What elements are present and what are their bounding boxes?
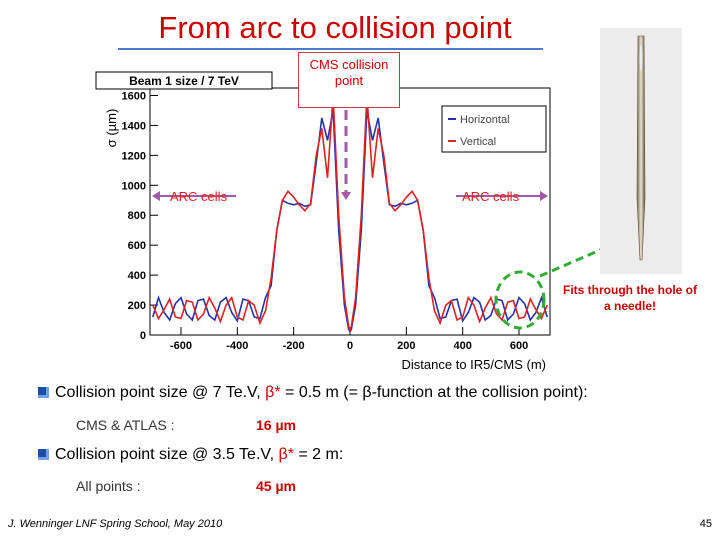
legend-entry: Horizontal xyxy=(460,114,510,126)
bullet-text: Collision point size @ 3.5 Te.V, xyxy=(55,446,279,463)
bullet-text: = 0.5 m (= xyxy=(280,384,363,401)
x-tick-label: 200 xyxy=(397,340,415,352)
bullet-square-icon xyxy=(38,387,49,398)
needle-note: Fits through the hole of a needle! xyxy=(563,283,697,313)
cms-collision-point-label: CMS collision point xyxy=(298,52,400,108)
y-tick-label: 400 xyxy=(128,270,146,282)
y-tick-label: 1400 xyxy=(122,120,146,132)
footer-author: J. Wenninger LNF Spring School, May 2010 xyxy=(8,518,223,530)
beta-star: β* xyxy=(265,384,281,401)
title-underline xyxy=(118,48,543,50)
beta-star: β* xyxy=(278,446,294,463)
arc-cells-right-label: ARC cells xyxy=(462,189,520,204)
arrow-head xyxy=(341,192,351,200)
legend-box xyxy=(441,105,547,153)
page-number: 45 xyxy=(699,518,712,530)
chart-title: Beam 1 size / 7 TeV xyxy=(129,74,239,88)
y-tick-label: 1000 xyxy=(122,180,146,192)
beam-size-chart: 0 200 400 600 800 1000 1200 1400 1600 -600 -400 -20… xyxy=(95,71,638,372)
all-points-label: All points : xyxy=(76,478,141,494)
y-axis-label: σ (µm) xyxy=(104,109,119,148)
chart-title-box xyxy=(95,71,273,90)
cms-atlas-value: 16 µm xyxy=(256,417,296,433)
x-tick-label: -600 xyxy=(170,340,192,352)
needle-icon xyxy=(636,35,646,261)
arrow-head xyxy=(152,191,160,201)
bullet-text: = 2 m: xyxy=(293,446,344,463)
x-axis-label: Distance to IR5/CMS (m) xyxy=(402,357,546,372)
y-tick-label: 1200 xyxy=(122,150,146,162)
bullet-square-icon xyxy=(38,449,49,460)
needle-photo xyxy=(600,28,682,274)
y-tick-label: 0 xyxy=(140,330,146,342)
bullet-7tev: Collision point size @ 7 Te.V, β* = 0.5 … xyxy=(38,384,588,402)
bullet-3-5tev: Collision point size @ 3.5 Te.V, β* = 2 … xyxy=(38,446,343,464)
slide-title: From arc to collision point xyxy=(158,10,512,45)
arrow-head xyxy=(540,191,548,201)
series-line-vertical xyxy=(152,95,548,334)
x-tick-label: 0 xyxy=(347,340,353,352)
cms-atlas-label: CMS & ATLAS : xyxy=(76,417,175,433)
y-tick-label: 1600 xyxy=(122,90,146,102)
y-tick-label: 600 xyxy=(128,240,146,252)
highlight-ellipse xyxy=(494,270,546,330)
y-tick-label: 200 xyxy=(128,300,146,312)
beta-symbol: β xyxy=(362,384,372,401)
y-tick-label: 800 xyxy=(128,210,146,222)
legend-entry: Vertical xyxy=(460,136,496,148)
arc-cells-left-label: ARC cells xyxy=(170,189,228,204)
x-tick-label: -400 xyxy=(226,340,248,352)
all-points-value: 45 µm xyxy=(256,478,296,494)
x-tick-label: -200 xyxy=(283,340,305,352)
bullet-text: -function at the collision point): xyxy=(371,384,588,401)
x-tick-label: 400 xyxy=(453,340,471,352)
bullet-text: Collision point size @ 7 Te.V, xyxy=(55,384,266,401)
x-tick-label: 600 xyxy=(510,340,528,352)
